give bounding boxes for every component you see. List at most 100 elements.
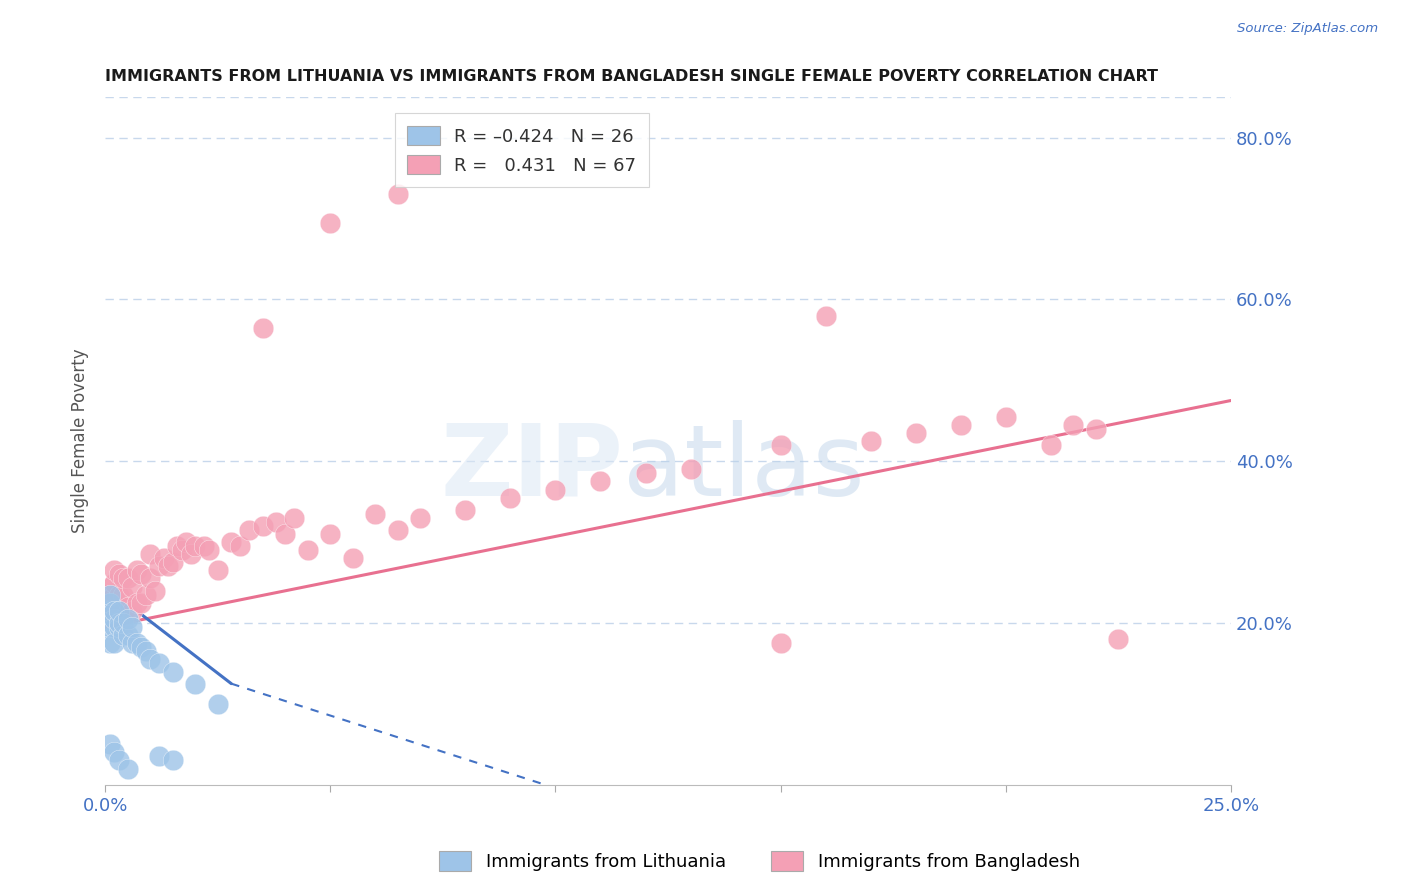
Point [107, 567, 129, 582]
Point [1107, 632, 1129, 647]
Point [121, 620, 143, 634]
Point [103, 745, 125, 759]
Point [166, 539, 188, 553]
Point [1039, 438, 1062, 452]
Point [112, 628, 135, 642]
Point [170, 543, 193, 558]
Text: ZIP: ZIP [440, 420, 623, 517]
Point [112, 588, 135, 602]
Point [98, 596, 121, 610]
Point [148, 657, 170, 671]
Point [117, 612, 139, 626]
Point [139, 547, 162, 561]
Point [121, 636, 143, 650]
Point [319, 216, 342, 230]
Point [103, 575, 125, 590]
Point [454, 502, 477, 516]
Point [117, 599, 139, 614]
Point [107, 588, 129, 602]
Point [229, 539, 252, 553]
Point [342, 551, 364, 566]
Point [634, 467, 657, 481]
Point [103, 563, 125, 577]
Point [148, 559, 170, 574]
Point [98, 596, 121, 610]
Point [252, 320, 274, 334]
Point [148, 749, 170, 764]
Point [121, 604, 143, 618]
Point [197, 543, 219, 558]
Point [319, 527, 342, 541]
Point [859, 434, 882, 448]
Point [112, 604, 135, 618]
Point [207, 563, 229, 577]
Point [184, 539, 207, 553]
Point [769, 636, 792, 650]
Point [98, 588, 121, 602]
Point [162, 754, 184, 768]
Point [107, 604, 129, 618]
Point [103, 604, 125, 618]
Point [238, 523, 260, 537]
Point [107, 620, 129, 634]
Point [117, 572, 139, 586]
Point [252, 519, 274, 533]
Point [135, 644, 157, 658]
Point [103, 604, 125, 618]
Text: IMMIGRANTS FROM LITHUANIA VS IMMIGRANTS FROM BANGLADESH SINGLE FEMALE POVERTY CO: IMMIGRANTS FROM LITHUANIA VS IMMIGRANTS … [105, 69, 1159, 84]
Point [98, 737, 121, 751]
Point [207, 697, 229, 711]
Point [112, 615, 135, 630]
Text: atlas: atlas [623, 420, 865, 517]
Point [814, 309, 837, 323]
Point [152, 551, 174, 566]
Point [129, 640, 152, 655]
Point [135, 588, 157, 602]
Point [98, 580, 121, 594]
Point [139, 652, 162, 666]
Point [499, 491, 522, 505]
Point [387, 523, 409, 537]
Point [143, 583, 166, 598]
Point [219, 535, 242, 549]
Point [1084, 422, 1107, 436]
Point [180, 547, 202, 561]
Point [129, 596, 152, 610]
Point [125, 596, 148, 610]
Point [679, 462, 702, 476]
Point [387, 187, 409, 202]
Point [544, 483, 567, 497]
Point [117, 628, 139, 642]
Text: Source: ZipAtlas.com: Source: ZipAtlas.com [1237, 22, 1378, 36]
Legend: Immigrants from Lithuania, Immigrants from Bangladesh: Immigrants from Lithuania, Immigrants fr… [432, 844, 1087, 879]
Point [98, 588, 121, 602]
Point [364, 507, 387, 521]
Point [107, 604, 129, 618]
Point [103, 620, 125, 634]
Point [112, 572, 135, 586]
Point [174, 535, 197, 549]
Point [107, 754, 129, 768]
Point [103, 588, 125, 602]
Point [98, 604, 121, 618]
Point [1062, 417, 1084, 432]
Point [98, 604, 121, 618]
Point [125, 563, 148, 577]
Point [266, 515, 288, 529]
Point [103, 612, 125, 626]
Point [409, 511, 432, 525]
Point [107, 615, 129, 630]
Legend: R = –0.424   N = 26, R =   0.431   N = 67: R = –0.424 N = 26, R = 0.431 N = 67 [395, 113, 648, 187]
Y-axis label: Single Female Poverty: Single Female Poverty [72, 349, 89, 533]
Point [283, 511, 305, 525]
Point [103, 636, 125, 650]
Point [904, 425, 927, 440]
Point [994, 409, 1017, 424]
Point [125, 636, 148, 650]
Point [117, 762, 139, 776]
Point [589, 475, 612, 489]
Point [98, 620, 121, 634]
Point [139, 572, 162, 586]
Point [769, 438, 792, 452]
Point [297, 543, 319, 558]
